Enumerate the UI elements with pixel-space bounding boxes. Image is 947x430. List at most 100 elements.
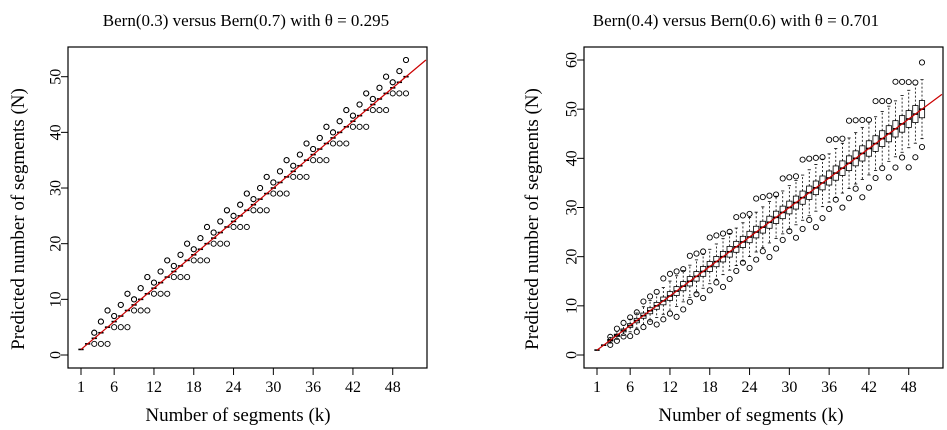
- outlier-point: [203, 257, 211, 264]
- outlier-point: [124, 324, 131, 331]
- outlier-point: [799, 156, 806, 163]
- y-tick-label: 20: [564, 249, 581, 265]
- outlier-point: [700, 248, 707, 255]
- outlier-point: [912, 154, 919, 161]
- outlier-point: [177, 251, 184, 258]
- left-x-axis-label: Number of segments (k): [145, 405, 330, 426]
- left-chart-title: Bern(0.3) versus Bern(0.7) with θ = 0.29…: [103, 11, 389, 30]
- outlier-point: [713, 232, 720, 239]
- outlier-point: [283, 190, 290, 197]
- outlier-point: [613, 325, 620, 332]
- outlier-point: [700, 295, 707, 302]
- outlier-point: [283, 157, 290, 164]
- outlier-point: [633, 328, 640, 335]
- outlier-point: [310, 157, 317, 164]
- outlier-point: [839, 204, 846, 211]
- outlier-point: [111, 312, 118, 320]
- outlier-point: [190, 257, 197, 264]
- x-tick-label: 24: [742, 379, 758, 396]
- outlier-point: [607, 333, 614, 340]
- y-tick-label: 40: [48, 124, 65, 140]
- outlier-point: [223, 207, 230, 214]
- x-tick-label: 42: [861, 379, 877, 396]
- x-tick-label: 12: [146, 379, 162, 396]
- outlier-point: [369, 107, 376, 114]
- outlier-point: [753, 256, 760, 263]
- outlier-point: [210, 240, 217, 247]
- outlier-point: [316, 157, 323, 164]
- outlier-point: [653, 321, 660, 328]
- outlier-point: [376, 84, 383, 91]
- outlier-point: [613, 337, 620, 344]
- outlier-point: [237, 223, 244, 231]
- outlier-point: [257, 207, 264, 214]
- outlier-point: [197, 235, 204, 242]
- outlier-point: [819, 215, 826, 222]
- outlier-point: [726, 228, 733, 235]
- x-tick-label: 48: [901, 379, 917, 396]
- outlier-point: [647, 293, 654, 300]
- outlier-point: [852, 185, 859, 192]
- outlier-point: [633, 309, 640, 316]
- outlier-point: [250, 207, 257, 214]
- outlier-point: [157, 290, 164, 297]
- outlier-point: [111, 324, 118, 331]
- outlier-point: [832, 136, 839, 143]
- outlier-point: [217, 218, 224, 225]
- outlier-point: [879, 165, 886, 172]
- outlier-point: [230, 212, 237, 219]
- x-tick-label: 36: [821, 379, 837, 396]
- outlier-point: [826, 205, 833, 213]
- outlier-point: [693, 250, 700, 257]
- outlier-point: [316, 134, 323, 141]
- x-tick-label: 36: [305, 379, 321, 396]
- outlier-point: [336, 140, 343, 147]
- outlier-point: [865, 184, 872, 191]
- outlier-point: [773, 191, 780, 198]
- outlier-point: [203, 223, 211, 231]
- outlier-point: [673, 268, 680, 275]
- outlier-point: [223, 240, 230, 247]
- outlier-point: [383, 73, 390, 80]
- outlier-point: [343, 107, 350, 114]
- outlier-point: [349, 112, 356, 119]
- outlier-point: [303, 173, 310, 180]
- outlier-point: [739, 212, 746, 219]
- outlier-point: [363, 90, 370, 97]
- outlier-point: [686, 298, 693, 305]
- left-plot-frame: [67, 46, 428, 369]
- outlier-point: [356, 123, 363, 130]
- outlier-point: [693, 291, 700, 298]
- outlier-point: [104, 340, 111, 347]
- outlier-point: [323, 157, 330, 164]
- y-tick-label: 30: [48, 180, 65, 196]
- outlier-point: [899, 154, 906, 161]
- outlier-point: [832, 196, 839, 203]
- outlier-point: [210, 229, 217, 236]
- y-tick-label: 40: [564, 150, 581, 166]
- outlier-point: [733, 267, 740, 274]
- y-tick-label: 10: [564, 298, 581, 314]
- outlier-point: [389, 79, 396, 86]
- outlier-point: [117, 301, 124, 308]
- right-chart-panel: Bern(0.4) versus Bern(0.6) with θ = 0.70…: [522, 11, 944, 426]
- y-tick-label: 50: [48, 69, 65, 85]
- outlier-point: [620, 333, 627, 340]
- outlier-point: [144, 307, 151, 314]
- outlier-point: [290, 162, 297, 169]
- x-tick-label: 1: [77, 379, 85, 396]
- outlier-point: [892, 164, 899, 171]
- outlier-point: [170, 274, 177, 281]
- outlier-point: [389, 90, 396, 97]
- outlier-point: [263, 173, 270, 180]
- outlier-point: [660, 316, 667, 323]
- outlier-point: [144, 274, 151, 281]
- outlier-point: [640, 324, 647, 331]
- outlier-point: [706, 287, 713, 294]
- outlier-point: [402, 90, 410, 97]
- outlier-point: [150, 290, 158, 297]
- outlier-point: [892, 78, 899, 85]
- x-tick-label: 48: [385, 379, 401, 396]
- x-tick-label: 18: [186, 379, 202, 396]
- outlier-point: [666, 310, 674, 317]
